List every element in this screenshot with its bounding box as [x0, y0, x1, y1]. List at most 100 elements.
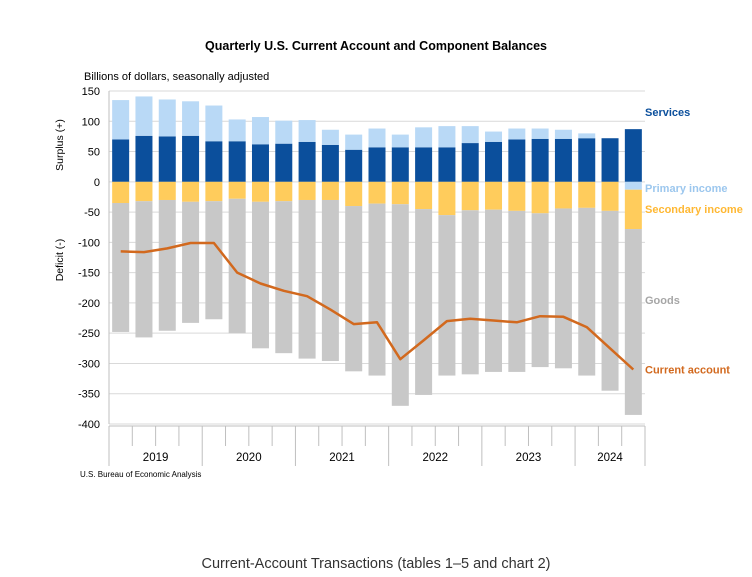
- bar-secondary-income: [531, 181, 549, 214]
- bar-goods: [601, 210, 619, 391]
- bar-services: [251, 144, 269, 182]
- x-year-label: 2019: [143, 452, 169, 464]
- y-tick-label: -50: [84, 207, 100, 219]
- bar-goods: [508, 210, 526, 372]
- bar-services: [205, 141, 223, 182]
- bar-goods: [485, 209, 503, 372]
- series-labels: Services Primary income Secondary income Go…: [645, 107, 743, 376]
- series-label-secondary-income: Secondary income: [645, 204, 743, 216]
- bar-goods: [112, 203, 130, 332]
- bar-primary-income: [368, 128, 386, 148]
- bar-goods: [205, 201, 223, 320]
- bar-secondary-income: [461, 181, 479, 211]
- bar-services: [158, 136, 176, 182]
- bar-goods: [578, 207, 596, 376]
- y-tick-label: -300: [78, 358, 100, 370]
- section-heading: Current-Account Transactions (tables 1–5…: [201, 556, 551, 572]
- bar-primary-income: [135, 96, 153, 136]
- bar-services: [438, 147, 456, 182]
- bar-services: [182, 135, 200, 182]
- bar-services: [228, 141, 246, 182]
- bar-secondary-income: [205, 181, 223, 202]
- x-axis-categories: 2019 2020 2021 2022 2023 2024: [108, 425, 646, 466]
- bar-services: [275, 143, 293, 182]
- bar-secondary-income: [298, 181, 316, 200]
- bar-secondary-income: [135, 181, 153, 202]
- bar-primary-income: [624, 181, 642, 190]
- bar-services: [112, 139, 130, 182]
- y-tick-labels: 150 100 50 0 -50 -100 -150 -200 -250 -300 -350 -400: [78, 86, 100, 431]
- y-tick-label: -400: [78, 419, 100, 431]
- series-label-goods: Goods: [645, 295, 680, 307]
- bar-secondary-income: [345, 181, 363, 207]
- bar-secondary-income: [368, 181, 386, 204]
- bar-primary-income: [158, 99, 176, 137]
- bar-goods: [368, 203, 386, 376]
- y-tick-label: 0: [94, 177, 100, 189]
- bar-secondary-income: [158, 181, 176, 200]
- bar-primary-income: [345, 134, 363, 150]
- bar-services: [415, 147, 433, 182]
- bar-secondary-income: [275, 181, 293, 202]
- bar-primary-income: [391, 134, 409, 148]
- bar-services: [461, 143, 479, 182]
- bar-primary-income: [251, 117, 269, 145]
- series-label-current-account: Current account: [645, 365, 730, 377]
- current-account-line: [120, 241, 635, 371]
- bar-secondary-income: [578, 181, 596, 208]
- bar-goods: [531, 213, 549, 368]
- chart-title: Quarterly U.S. Current Account and Compo…: [205, 39, 547, 53]
- bar-secondary-income: [112, 181, 130, 204]
- bar-services: [554, 138, 572, 182]
- y-tick-label: 100: [82, 116, 100, 128]
- bar-primary-income: [461, 126, 479, 144]
- bar-goods: [391, 204, 409, 406]
- bar-goods: [135, 201, 153, 338]
- x-year-label: 2021: [329, 452, 355, 464]
- bar-primary-income: [112, 100, 130, 140]
- bar-services: [391, 147, 409, 182]
- bar-goods: [182, 201, 200, 323]
- current-account-line-group: [120, 241, 635, 371]
- bar-services: [531, 138, 549, 182]
- bar-secondary-income: [391, 181, 409, 205]
- y-tick-label: -150: [78, 268, 100, 280]
- bar-services: [298, 141, 316, 182]
- bar-primary-income: [578, 133, 596, 139]
- bar-primary-income: [485, 131, 503, 142]
- bar-secondary-income: [228, 181, 246, 199]
- bar-goods: [251, 201, 269, 349]
- bar-secondary-income: [438, 181, 456, 216]
- bar-services: [578, 138, 596, 182]
- bar-secondary-income: [485, 181, 503, 210]
- bar-primary-income: [531, 128, 549, 139]
- y-tick-label: -100: [78, 237, 100, 249]
- bar-primary-income: [228, 119, 246, 142]
- bar-primary-income: [205, 105, 223, 142]
- bar-goods: [228, 198, 246, 334]
- bar-goods: [321, 199, 339, 362]
- x-year-label: 2022: [422, 452, 448, 464]
- bar-primary-income: [298, 120, 316, 142]
- bar-services: [345, 149, 363, 182]
- bar-primary-income: [275, 120, 293, 144]
- bar-services: [624, 129, 642, 182]
- bar-goods: [298, 199, 316, 359]
- bar-goods: [415, 209, 433, 395]
- y-axis-label-deficit: Deficit (-): [54, 239, 66, 282]
- bar-services: [601, 138, 619, 182]
- bar-services: [321, 144, 339, 182]
- bar-services: [135, 135, 153, 182]
- series-label-services: Services: [645, 107, 690, 119]
- series-label-primary-income: Primary income: [645, 183, 728, 195]
- bar-secondary-income: [415, 181, 433, 210]
- bars: [112, 96, 642, 415]
- y-tick-label: 50: [88, 147, 100, 159]
- x-year-label: 2024: [597, 452, 623, 464]
- y-tick-label: -250: [78, 328, 100, 340]
- bar-primary-income: [182, 101, 200, 136]
- units-label: Billions of dollars, seasonally adjusted: [84, 71, 270, 83]
- y-tick-label: 150: [82, 86, 100, 98]
- bar-secondary-income: [321, 181, 339, 200]
- bar-primary-income: [321, 129, 339, 145]
